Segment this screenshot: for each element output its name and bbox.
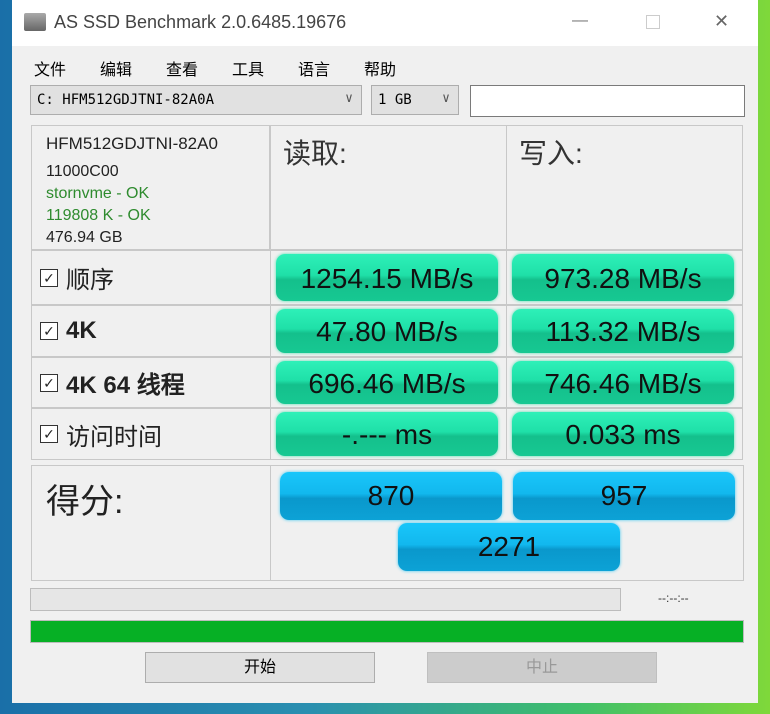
row-label-cell: ✓ 访问时间 xyxy=(31,408,271,460)
checkbox-icon[interactable]: ✓ xyxy=(40,373,58,392)
checkbox-icon[interactable]: ✓ xyxy=(40,322,58,340)
read-header-label: 读取: xyxy=(283,138,347,169)
menu-tools[interactable]: 工具 xyxy=(232,62,265,79)
row-checkbox[interactable]: ✓ 访问时间 xyxy=(40,409,162,459)
chevron-down-icon: ∨ xyxy=(345,91,353,106)
start-button[interactable]: 开始 xyxy=(145,652,375,683)
checkbox-icon[interactable]: ✓ xyxy=(40,268,58,287)
menu-view[interactable]: 查看 xyxy=(166,62,199,79)
total-score: 2271 xyxy=(398,523,620,571)
write-header-label: 写入: xyxy=(519,138,583,169)
row-label-cell: ✓ 4K xyxy=(31,305,271,357)
maximize-button[interactable] xyxy=(646,15,660,29)
read-result: 696.46 MB/s xyxy=(276,361,498,404)
row-label: 顺序 xyxy=(66,267,114,294)
write-result: 0.033 ms xyxy=(512,412,734,456)
read-header: 读取: xyxy=(270,125,507,250)
app-window: AS SSD Benchmark 2.0.6485.19676 — ✕ 文件 编… xyxy=(12,0,758,703)
drive-capacity: 476.94 GB xyxy=(46,229,123,246)
checkbox-icon[interactable]: ✓ xyxy=(40,425,58,443)
menu-edit[interactable]: 编辑 xyxy=(100,62,133,79)
write-score: 957 xyxy=(513,472,735,520)
read-result: -.--- ms xyxy=(276,412,498,456)
app-drive-icon xyxy=(24,13,46,31)
write-result: 113.32 MB/s xyxy=(512,309,734,353)
driver-status: stornvme - OK xyxy=(46,185,150,202)
write-result: 746.46 MB/s xyxy=(512,361,734,404)
elapsed-time: --:--:-- xyxy=(658,591,689,605)
read-result: 47.80 MB/s xyxy=(276,309,498,353)
chevron-down-icon: ∨ xyxy=(442,91,450,106)
drive-select[interactable]: C: HFM512GDJTNI-82A0A ∨ xyxy=(30,85,362,115)
row-label-cell: ✓ 4K 64 线程 xyxy=(31,357,271,408)
row-label: 4K xyxy=(66,317,97,344)
size-select-value: 1 GB xyxy=(378,92,412,108)
drive-model: HFM512GDJTNI-82A0 xyxy=(46,134,218,153)
score-label: 得分: xyxy=(46,483,124,521)
name-input[interactable] xyxy=(470,85,745,117)
drive-select-value: C: HFM512GDJTNI-82A0A xyxy=(37,92,215,108)
score-label-cell: 得分: xyxy=(31,465,271,581)
overall-progress-fill xyxy=(31,621,743,642)
write-header: 写入: xyxy=(506,125,743,250)
overall-progress-bar xyxy=(30,620,744,643)
row-label-cell: ✓ 顺序 xyxy=(31,250,271,305)
minimize-button[interactable]: — xyxy=(572,12,588,29)
row-label: 访问时间 xyxy=(66,423,162,451)
drive-firmware: 11000C00 xyxy=(46,163,119,180)
row-checkbox[interactable]: ✓ 4K xyxy=(40,306,97,356)
window-title: AS SSD Benchmark 2.0.6485.19676 xyxy=(54,12,347,32)
menu-help[interactable]: 帮助 xyxy=(364,62,397,79)
menu-language[interactable]: 语言 xyxy=(298,62,331,79)
write-result: 973.28 MB/s xyxy=(512,254,734,301)
read-result: 1254.15 MB/s xyxy=(276,254,498,301)
read-score: 870 xyxy=(280,472,502,520)
row-checkbox[interactable]: ✓ 4K 64 线程 xyxy=(40,358,185,407)
alignment-status: 119808 K - OK xyxy=(46,207,151,224)
size-select[interactable]: 1 GB ∨ xyxy=(371,85,459,115)
row-label: 4K 64 线程 xyxy=(66,372,185,399)
menu-file[interactable]: 文件 xyxy=(34,62,67,79)
row-checkbox[interactable]: ✓ 顺序 xyxy=(40,251,114,304)
close-button[interactable]: ✕ xyxy=(714,11,730,31)
title-bar: AS SSD Benchmark 2.0.6485.19676 — ✕ xyxy=(12,0,758,46)
drive-info-panel: HFM512GDJTNI-82A0 11000C00 stornvme - OK… xyxy=(31,125,270,250)
test-progress-bar xyxy=(30,588,621,611)
stop-button[interactable]: 中止 xyxy=(427,652,657,683)
